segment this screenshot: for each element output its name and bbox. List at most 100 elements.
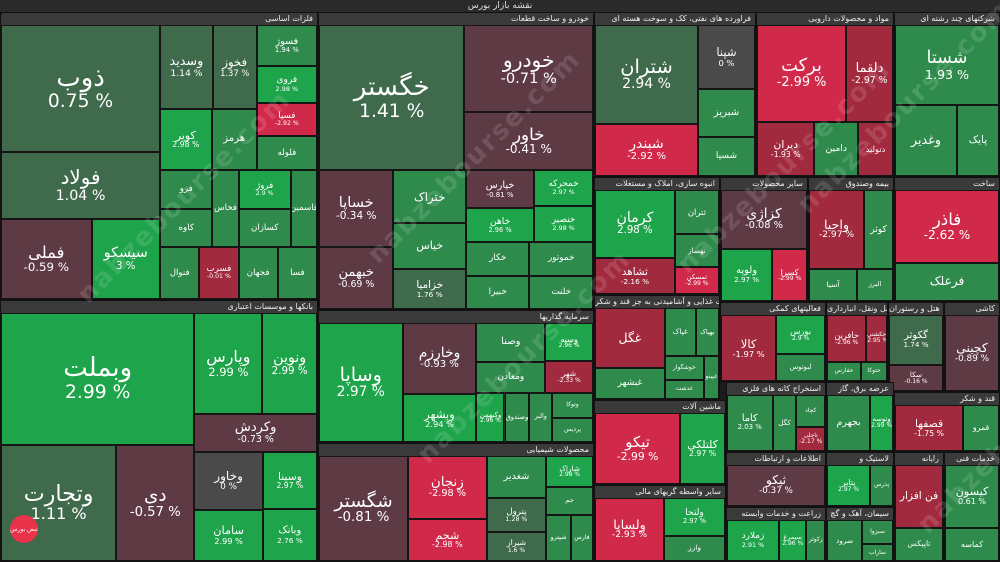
stock-tile[interactable]: قصفها -1.75 %	[895, 405, 964, 451]
stock-tile[interactable]: ثشاهد -2.16 %	[595, 258, 675, 294]
stock-tile[interactable]: وبانک 2.76 %	[262, 509, 317, 561]
stock-tile[interactable]: شجم -2.98 %	[408, 518, 487, 561]
stock-tile[interactable]: کوثر	[864, 190, 893, 269]
stock-tile[interactable]: وساپا 2.97 %	[319, 323, 403, 442]
stock-tile[interactable]: خاهن 2.96 %	[465, 208, 535, 243]
stock-tile[interactable]: خموتور	[529, 242, 593, 276]
stock-tile[interactable]: ومعادن	[476, 362, 546, 394]
stock-tile[interactable]: تیکو -2.99 %	[595, 413, 681, 484]
stock-tile[interactable]: شگستر -0.81 %	[319, 456, 409, 561]
stock-tile[interactable]: شسپا	[697, 137, 755, 176]
stock-tile[interactable]: خبهمن -0.69 %	[319, 247, 394, 309]
stock-tile[interactable]: هرمز	[211, 108, 257, 170]
stock-tile[interactable]: حکشتی-2.95 %	[866, 315, 887, 362]
stock-tile[interactable]: فخاس	[212, 170, 239, 248]
stock-tile[interactable]: خزامیا 1.76 %	[393, 269, 466, 309]
stock-tile[interactable]: شغدير	[486, 456, 547, 499]
stock-tile[interactable]: وبشهر 2.94 %	[402, 393, 477, 442]
stock-tile[interactable]: فسپا -2.92 %	[256, 102, 317, 137]
stock-tile[interactable]: فملی -0.59 %	[1, 219, 92, 299]
stock-tile[interactable]: خپارس -0.81 %	[465, 170, 535, 209]
stock-tile[interactable]: زنجان -2.98 %	[408, 456, 487, 519]
stock-tile[interactable]: ونوین 2.99 %	[262, 313, 317, 415]
stock-tile[interactable]: دی -0.57 %	[116, 444, 195, 561]
stock-tile[interactable]: فخوز 1.37 %	[212, 25, 257, 109]
stock-tile[interactable]: قاسمین	[290, 170, 317, 248]
stock-tile[interactable]: گکوثر 1.74 %	[889, 315, 943, 365]
stock-tile[interactable]: وصندوق	[504, 393, 530, 442]
stock-tile[interactable]: شاراک 2.98 %	[546, 456, 593, 488]
stock-tile[interactable]: غگل	[595, 308, 665, 368]
stock-tile[interactable]: دلقما -2.97 %	[846, 25, 893, 123]
stock-tile[interactable]: خودرو -0.71 %	[464, 25, 593, 112]
stock-tile[interactable]: خمحرکه 2.97 %	[534, 170, 593, 207]
stock-tile[interactable]: فولاد 1.04 %	[1, 152, 161, 220]
stock-tile[interactable]: بهپاک	[695, 308, 719, 357]
stock-tile[interactable]: فروژ 2.9 %	[238, 170, 291, 209]
stock-tile[interactable]: کگل	[772, 395, 797, 451]
stock-tile[interactable]: کویر 2.98 %	[160, 108, 212, 170]
stock-tile[interactable]: فرعلک	[895, 262, 999, 301]
stock-tile[interactable]: خساپا -0.34 %	[319, 170, 394, 248]
stock-tile[interactable]: پردیس	[552, 417, 593, 442]
stock-tile[interactable]: ثیکو -0.37 %	[727, 465, 825, 506]
stock-tile[interactable]: وخارزم -0.93 %	[402, 323, 477, 394]
stock-tile[interactable]: پترول 1.28 %	[486, 498, 547, 533]
stock-tile[interactable]: کماسه	[945, 527, 999, 561]
stock-tile[interactable]: ولتحا 2.97 %	[664, 498, 725, 536]
stock-tile[interactable]: سکا -0.16 %	[889, 364, 943, 391]
stock-tile[interactable]: کچینی -0.89 %	[945, 315, 999, 391]
stock-tile[interactable]: شبندر -2.92 %	[595, 123, 698, 176]
stock-tile[interactable]: فجهان	[238, 247, 278, 299]
stock-tile[interactable]: دیران -1.93 %	[757, 122, 815, 176]
stock-tile[interactable]: حفارس	[827, 361, 862, 381]
stock-tile[interactable]: شهر -2.33 %	[545, 360, 593, 394]
stock-tile[interactable]: سامان 2.99 %	[194, 510, 263, 561]
stock-tile[interactable]: فن افزار	[895, 465, 943, 528]
stock-tile[interactable]: وخاور 0 %	[194, 451, 263, 511]
stock-tile[interactable]: وصنا	[476, 323, 546, 363]
stock-tile[interactable]: فروی 2.98 %	[256, 65, 317, 103]
stock-tile[interactable]: فاذر -2.62 %	[895, 190, 999, 263]
stock-tile[interactable]: شپترو	[546, 514, 571, 561]
stock-tile[interactable]: آسیا	[809, 268, 857, 301]
stock-tile[interactable]: وتجارت 1.11 %	[1, 444, 117, 561]
stock-tile[interactable]: وکبهمن 2.96 %	[476, 393, 505, 442]
stock-tile[interactable]: کسرا -2.99 %	[772, 248, 807, 301]
stock-tile[interactable]: سرود	[827, 520, 863, 561]
stock-tile[interactable]: ثمسکن -2.99 %	[674, 267, 719, 294]
stock-tile[interactable]: تاجلی -2.17 %	[796, 426, 825, 451]
stock-tile[interactable]: ذوب 0.75 %	[1, 25, 161, 153]
stock-tile[interactable]: شتران 2.94 %	[595, 25, 698, 124]
stock-tile[interactable]: شبریز	[697, 88, 755, 138]
stock-tile[interactable]: کیسون 0.61 %	[945, 465, 999, 528]
stock-tile[interactable]: خوشگوار	[664, 356, 704, 380]
stock-tile[interactable]: ثتران	[674, 190, 719, 234]
stock-tile[interactable]: فنوال	[160, 247, 200, 299]
stock-tile[interactable]: خنصیر 2.98 %	[534, 206, 593, 243]
stock-tile[interactable]: وکردش -0.73 %	[194, 414, 317, 452]
stock-tile[interactable]: کزاژی -0.08 %	[721, 190, 807, 249]
stock-tile[interactable]: لبوتوس	[776, 354, 825, 381]
stock-tile[interactable]: شپنا 0 %	[697, 25, 755, 89]
stock-tile[interactable]: حافرین -2.96 %	[827, 315, 867, 362]
stock-tile[interactable]: وارز	[664, 535, 725, 561]
stock-tile[interactable]: تاپیکس	[895, 527, 943, 561]
stock-tile[interactable]: وتوسه 2.99 %	[870, 395, 893, 451]
stock-tile[interactable]: شستا 1.93 %	[895, 25, 999, 106]
stock-tile[interactable]: خگستر 1.41 %	[319, 25, 465, 171]
stock-tile[interactable]: وغدیر	[895, 105, 957, 176]
stock-tile[interactable]: وپارس 2.99 %	[194, 313, 263, 415]
stock-tile[interactable]: غدشت	[664, 379, 704, 399]
stock-tile[interactable]: ختراک	[393, 170, 466, 224]
stock-tile[interactable]: بجهرم	[827, 395, 871, 451]
stock-tile[interactable]: پتایر 2.97 %	[827, 465, 871, 506]
stock-tile[interactable]: کاوه	[160, 208, 213, 248]
stock-tile[interactable]: فارس	[570, 514, 593, 561]
stock-tile[interactable]: واحیا -2.97 %	[809, 190, 865, 269]
stock-tile[interactable]: وسپه 2.96 %	[545, 323, 593, 361]
stock-tile[interactable]: ساراب	[862, 544, 893, 561]
stock-tile[interactable]: وبملت 2.99 %	[1, 313, 195, 445]
stock-tile[interactable]: کسازان	[238, 208, 291, 248]
stock-tile[interactable]: کالا -1.97 %	[721, 315, 777, 381]
